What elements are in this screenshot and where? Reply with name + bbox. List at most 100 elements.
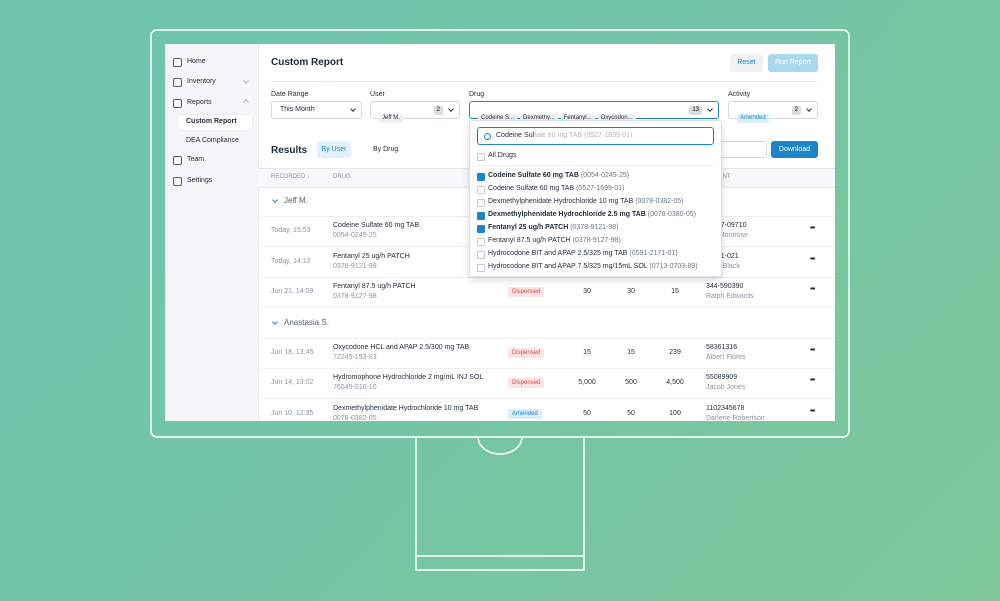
option[interactable]: Codeine Sulfate 60 mg TAB (0054-0245-25) [488,171,629,181]
nav-item[interactable]: Inventory [187,78,216,85]
option-name: Dexmethylphenidate Hydrochloride 2.5 mg … [488,211,646,218]
option-name: Dexmethylphenidate Hydrochloride 10 mg T… [488,198,634,205]
chip[interactable]: Amended [737,114,769,123]
chip[interactable]: Jeff M. [379,114,403,123]
status-badge: Amended [508,408,542,419]
checkbox[interactable] [477,225,485,233]
column-header: DRUG [333,174,351,180]
download-button[interactable]: Download [771,141,818,158]
run-button[interactable]: Run Report [768,54,818,72]
filter-label: Drug [469,91,485,98]
chip[interactable]: Codeine S... [478,114,518,123]
option[interactable]: Hydrocodone BIT and APAP 7.5/325 mg/15mL… [488,262,698,272]
recorded: Today, 14:12 [271,257,311,265]
recorded: Jun 10, 12:35 [271,409,314,417]
status-badge: Dispensed [508,287,545,297]
option[interactable]: Codeine Sulfate 60 mg TAB (0527-1699-01) [488,184,624,194]
ndc: 76045-010-10 [333,384,377,391]
drug-name: Codeine Sulfate 60 mg TAB [333,222,420,229]
tab[interactable]: By Drug [373,146,399,153]
row-menu[interactable]: ••• [810,346,815,354]
tab[interactable]: By User [317,141,351,158]
option-name: Codeine Sulfate 60 mg TAB [488,172,579,179]
option[interactable]: Fentanyl 87.5 ug/h PATCH (0378-9127-98) [488,236,621,246]
option[interactable]: Fentanyl 25 ug/h PATCH (0378-9121-98) [488,223,618,233]
search-text: Codeine Sulfate 60 mg TAB (0527-1699-01) [496,131,632,141]
checkbox[interactable] [477,212,485,220]
chip[interactable]: Fentanyl... [560,114,595,123]
nav-item[interactable]: Home [187,58,206,65]
typed-text: Codeine Sul [496,132,535,139]
ndc: 72245-193-03 [333,353,377,361]
checkbox[interactable] [477,251,485,259]
status-badge: Dispensed [508,347,545,358]
quantity: 15 [583,348,591,356]
patient-id: 55089909 [706,374,738,381]
quantity: 30 [583,288,591,295]
row-menu[interactable]: ••• [810,286,815,293]
chip-row: Amended [737,106,772,124]
option-name: Fentanyl 25 ug/h PATCH [488,224,569,231]
option-name: Hydrocodone BIT and APAP 7.5/325 mg/15mL… [488,263,648,270]
option-code: (0378-9121-98) [570,224,619,231]
option-code: (0078-0380-05) [647,211,697,218]
row-divider [258,398,835,399]
quantity: 15 [671,288,679,295]
group-chevron [272,318,278,325]
chip[interactable]: Oxycodon... [597,114,636,123]
checkbox[interactable] [477,173,485,181]
autocomplete-hint: fate 60 mg TAB (0527-1699-01) [534,132,633,139]
group-name[interactable]: Jeff M. [284,196,308,205]
checkbox[interactable] [477,264,485,272]
option-name: Hydrocodone BIT and APAP 2.5/325 mg TAB [488,250,628,257]
nav-item[interactable]: Custom Report [186,118,237,125]
quantity: 15 [627,348,635,356]
nav-item[interactable]: DEA Compliance [186,137,239,144]
option[interactable]: All Drugs [488,152,517,159]
filter-input[interactable]: Jeff M. 2 [370,101,460,123]
dropdown-search[interactable]: Codeine Sulfate 60 mg TAB (0527-1699-01) [477,127,714,145]
patient-id: 344-590390 [706,283,744,290]
row-divider [258,367,835,369]
filter-input[interactable]: Amended 2 [728,101,818,123]
option[interactable]: Hydrocodone BIT and APAP 2.5/325 mg TAB … [488,249,678,259]
nav-item[interactable]: Reports [187,99,212,106]
divider [271,81,818,82]
drug-name: Hydromophone Hydrochloride 2 mg/mL INJ S… [333,374,484,381]
quantity: 30 [627,288,635,295]
nav-icon [173,156,182,165]
option[interactable]: Dexmethylphenidate Hydrochloride 2.5 mg … [488,210,696,220]
ndc: 0378-9127-98 [333,293,377,300]
nav-item[interactable]: Team [187,156,205,163]
reset-button[interactable]: Reset [730,54,763,72]
drug-name: Dexmethylphenidate Hydrochloride 10 mg T… [333,404,479,412]
checkbox[interactable] [477,186,485,194]
filter-input[interactable]: Codeine S... Dexmethy... Fentanyl... Oxycod… [469,101,719,123]
option[interactable]: Dexmethylphenidate Hydrochloride 10 mg T… [488,197,683,207]
checkbox[interactable] [477,199,485,207]
row-menu[interactable]: ••• [810,377,815,384]
drug-name: Fentanyl 25 ug/h PATCH [333,252,410,260]
row-menu[interactable]: ••• [810,225,815,232]
chip-row: Jeff M. [379,106,406,124]
group-name[interactable]: Anastasia S. [284,317,329,327]
row-menu[interactable]: ••• [810,255,815,263]
recorded: Jun 18, 13:45 [271,348,314,356]
ndc: 0054-0245-25 [333,232,377,239]
checkbox[interactable] [477,238,485,246]
nav-active-bg [178,115,252,130]
row-menu[interactable]: ••• [810,407,815,415]
nav-icon [173,177,182,186]
checkbox[interactable] [477,153,485,161]
filter-input[interactable]: This Month [271,101,362,119]
patient-id: 537-09710 [713,222,747,229]
option-code: (0713-0703-89) [649,263,698,270]
search-icon [484,133,491,140]
nav-item[interactable]: Settings [187,177,213,184]
chip[interactable]: Dexmethy... [520,114,558,123]
option-code: (0378-9127-98) [572,237,621,244]
patient-id: 331-021 [713,252,739,260]
count: 2 [791,106,801,115]
drug-dropdown: Codeine Sulfate 60 mg TAB (0527-1699-01)… [469,120,722,277]
